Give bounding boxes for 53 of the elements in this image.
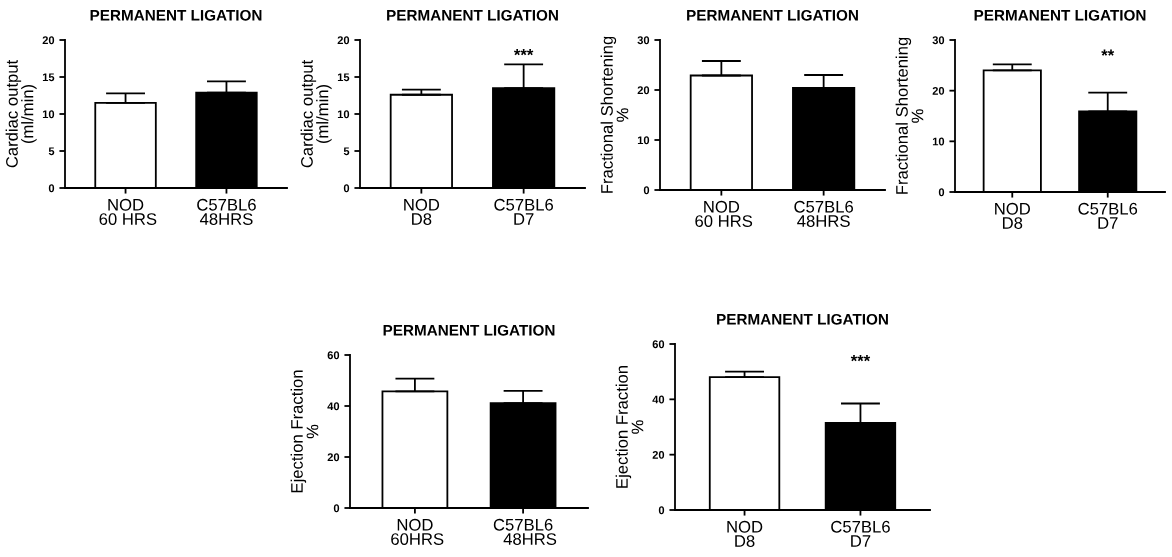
x-tick-label: NOD 60 HRS (695, 200, 753, 227)
x-tick-label: NOD 60 HRS (99, 198, 157, 225)
chart-title: PERMANENT LIGATION (717, 313, 888, 325)
y-axis-title: Fractional Shortening % (895, 37, 924, 194)
x-tick-label: C57BL6 D7 (494, 198, 554, 225)
y-tick-label: 20 (337, 36, 350, 45)
y-tick-label: 15 (42, 73, 55, 82)
y-tick-label: 20 (652, 450, 665, 459)
y-tick-label: 0 (658, 506, 665, 515)
y-tick-label: 40 (652, 395, 665, 404)
y-tick-label: 15 (337, 73, 350, 82)
y-tick-label: 0 (333, 504, 340, 513)
y-tick-label: 10 (932, 137, 945, 146)
y-tick-label: 5 (343, 147, 350, 156)
x-tick-label: NOD D8 (404, 198, 440, 225)
y-tick-label: 0 (938, 188, 945, 197)
annotation: *** (513, 49, 534, 56)
x-tick-label: C57BL6 48HRS (493, 518, 557, 545)
chart-title: PERMANENT LIGATION (387, 9, 558, 21)
y-axis-title: Fractional Shortening % (600, 36, 629, 193)
y-tick-label: 40 (327, 402, 340, 411)
y-tick-label: 60 (652, 340, 665, 349)
y-tick-label: 20 (637, 86, 650, 95)
y-axis-title: Cardiac output (ml/min) (300, 59, 332, 168)
y-tick-label: 20 (932, 86, 945, 95)
y-tick-label: 0 (48, 184, 55, 193)
chart-title: PERMANENT LIGATION (90, 9, 262, 21)
chart-title: PERMANENT LIGATION (383, 324, 555, 336)
x-tick-label: C57BL6 D7 (1078, 202, 1138, 229)
y-axis-title: Ejection Fraction % (290, 370, 319, 493)
y-tick-label: 10 (42, 110, 55, 119)
x-tick-label: C57BL6 48HRS (794, 200, 854, 227)
y-tick-label: 10 (637, 136, 650, 145)
y-tick-label: 5 (48, 147, 55, 156)
x-tick-label: C57BL6 48HRS (197, 198, 256, 225)
x-tick-label: NOD 60HRS (391, 518, 444, 545)
y-tick-label: 10 (337, 110, 350, 119)
x-tick-label: NOD D8 (995, 202, 1030, 229)
annotation: ** (1101, 49, 1115, 56)
y-tick-label: 0 (343, 184, 350, 193)
x-tick-label: C57BL6 D7 (831, 520, 890, 547)
chart-title: PERMANENT LIGATION (974, 9, 1146, 21)
y-axis-title: Ejection Fraction % (615, 366, 644, 488)
y-tick-label: 60 (327, 351, 340, 360)
y-tick-label: 20 (42, 36, 55, 45)
y-tick-label: 20 (327, 453, 340, 462)
x-tick-label: NOD D8 (727, 520, 763, 547)
y-axis-title: Cardiac output (ml/min) (5, 59, 37, 168)
annotation: *** (850, 355, 871, 362)
y-tick-label: 30 (637, 36, 650, 45)
y-tick-label: 30 (932, 36, 945, 45)
y-tick-label: 0 (643, 186, 650, 195)
chart-title: PERMANENT LIGATION (687, 9, 858, 21)
